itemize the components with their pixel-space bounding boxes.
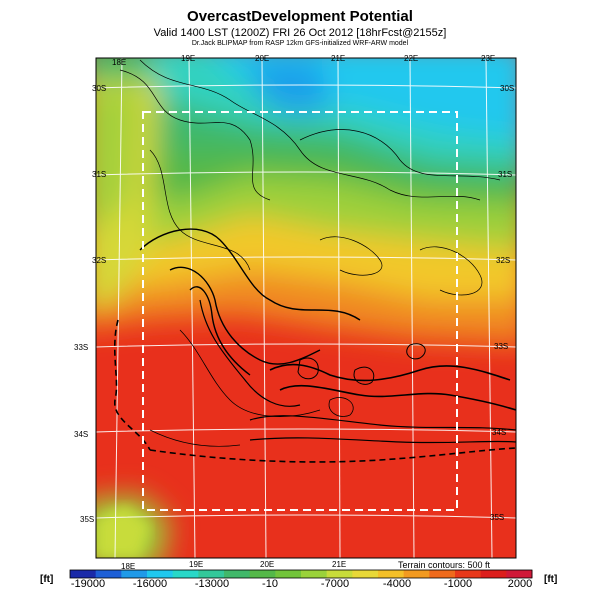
colorbar-tick-label: -19000: [70, 578, 106, 590]
colorbar-swatch: [326, 570, 353, 578]
colorbar-tick-label: -7000: [320, 578, 350, 590]
lat-label-right: 34S: [492, 428, 507, 437]
lon-label-top: 18E: [112, 58, 127, 67]
lat-label-left: 35S: [80, 515, 95, 524]
colorbar-swatch: [95, 570, 122, 578]
colorbar-swatch: [455, 570, 482, 578]
colorbar-swatch: [506, 570, 533, 578]
lat-label-right: 31S: [498, 170, 513, 179]
map-frame: [95, 57, 517, 559]
colorbar-swatch: [301, 570, 328, 578]
colorbar-swatch: [249, 570, 276, 578]
lat-label-right: 30S: [500, 84, 515, 93]
inner-domain-box: [142, 111, 458, 511]
lon-label-top: 21E: [331, 54, 346, 63]
lon-label-bottom: 19E: [189, 560, 204, 569]
colorbar-swatch: [403, 570, 430, 578]
map-field: [96, 58, 516, 558]
lon-label-top: 22E: [404, 54, 419, 63]
colorbar-swatch: [352, 570, 379, 578]
lat-label-left: 33S: [74, 343, 89, 352]
lat-label-right: 32S: [496, 256, 511, 265]
lat-label-left: 30S: [92, 84, 107, 93]
colorbar-swatch: [172, 570, 199, 578]
colorbar-unit-right: [ft]: [544, 574, 558, 585]
colorbar-frame: [69, 569, 533, 579]
map-credit: Dr.Jack BLIPMAP from RASP 12km GFS-initi…: [191, 40, 409, 47]
colorbar-swatch: [480, 570, 507, 578]
map-subtitle: Valid 1400 LST (1200Z) FRI 26 Oct 2012 […: [153, 27, 447, 39]
colorbar-swatch: [147, 570, 174, 578]
colorbar-unit-left: [ft]: [40, 574, 54, 585]
lat-label-left: 34S: [74, 430, 89, 439]
lon-label-top: 19E: [181, 54, 196, 63]
colorbar-tick-label: -13000: [194, 578, 230, 590]
lon-label-top: 20E: [255, 54, 270, 63]
lon-label-bottom: 21E: [332, 560, 347, 569]
lon-label-bottom: 20E: [260, 560, 275, 569]
colorbar-tick-label: -10: [262, 578, 278, 590]
lon-label-bottom: 18E: [121, 562, 136, 571]
colorbar-swatch: [275, 570, 302, 578]
colorbar-tick-label: -16000: [132, 578, 168, 590]
lat-label-left: 31S: [92, 170, 107, 179]
colorbar-swatch: [224, 570, 251, 578]
colorbar-swatch: [378, 570, 405, 578]
colorbar-swatch: [121, 570, 148, 578]
lat-label-left: 32S: [92, 256, 107, 265]
terrain-contour-note: Terrain contours: 500 ft: [398, 560, 491, 570]
colorbar-swatch: [429, 570, 456, 578]
colorbar-swatch: [198, 570, 225, 578]
terrain-contours: [113, 59, 516, 463]
lon-label-top: 23E: [481, 54, 496, 63]
colorbar-swatch: [70, 570, 97, 578]
lat-label-right: 35S: [490, 513, 505, 522]
colorbar-tick-label: -1000: [443, 578, 473, 590]
colorbar-tick-label: 2000: [507, 578, 533, 590]
lat-label-right: 33S: [494, 342, 509, 351]
colorbar: [69, 569, 533, 579]
colorbar-tick-label: -4000: [382, 578, 412, 590]
map-title: OvercastDevelopment Potential: [187, 8, 413, 25]
lat-lon-grid: [96, 58, 516, 558]
